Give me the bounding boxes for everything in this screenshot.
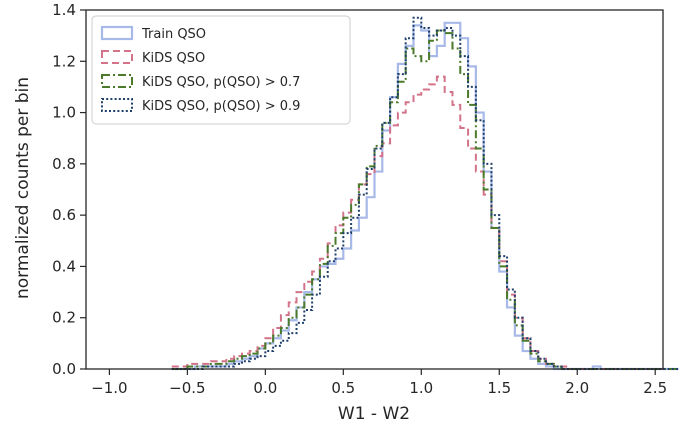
y-tick-label: 1.2 xyxy=(52,52,76,70)
legend-label-2: KiDS QSO, p(QSO) > 0.7 xyxy=(142,75,300,90)
y-tick-label: 0.8 xyxy=(52,155,76,173)
x-tick-label: 0.0 xyxy=(253,379,277,397)
legend-swatch-2 xyxy=(101,74,133,88)
series-line-1 xyxy=(171,75,679,370)
x-tick-label: 2.5 xyxy=(643,379,667,397)
legend: Train QSO KiDS QSO KiDS QSO, p(QSO) > 0.7 K… xyxy=(91,15,351,125)
legend-box xyxy=(91,15,351,125)
y-axis-title: normalized counts per bin xyxy=(13,77,33,299)
y-tick-label: 0.4 xyxy=(52,257,76,275)
legend-label-1: KiDS QSO xyxy=(142,51,205,66)
x-tick-label: −1.0 xyxy=(91,379,127,397)
legend-label-3: KiDS QSO, p(QSO) > 0.9 xyxy=(142,99,300,114)
legend-swatch-1 xyxy=(101,50,133,64)
x-tick-label: −0.5 xyxy=(169,379,205,397)
y-tick-label: 0.6 xyxy=(52,206,76,224)
series-line-3 xyxy=(171,16,679,370)
legend-swatch-0 xyxy=(100,25,134,41)
y-tick-label: 0.0 xyxy=(52,360,76,378)
x-tick-label: 1.0 xyxy=(409,379,433,397)
axes-layer: −1.0 −0.5 0.0 0.5 1.0 1.5 2.0 2.5 0.0 0.2 0.4 0.6 0.… xyxy=(52,1,667,397)
series-layer xyxy=(171,16,679,371)
x-axis-title: W1 - W2 xyxy=(338,404,410,424)
y-tick-label: 1.0 xyxy=(52,104,76,122)
x-tick-label: 2.0 xyxy=(565,379,589,397)
y-tick-label: 0.2 xyxy=(52,309,76,327)
legend-label-0: Train QSO xyxy=(141,27,206,42)
y-tick-label: 1.4 xyxy=(52,1,76,19)
series-line-2 xyxy=(171,29,679,370)
x-tick-label: 0.5 xyxy=(331,379,355,397)
x-tick-label: 1.5 xyxy=(487,379,511,397)
plot-frame xyxy=(85,9,664,370)
